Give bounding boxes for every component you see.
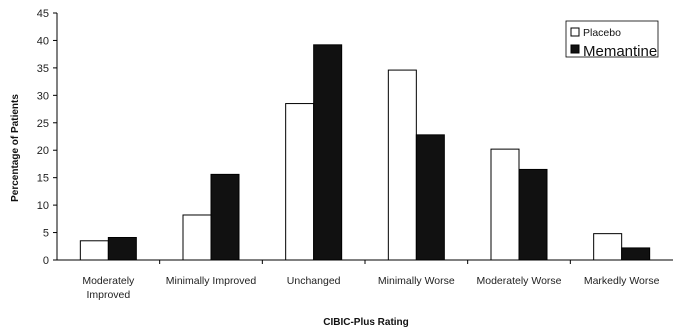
bar-placebo-4 [490, 148, 520, 261]
legend-label-memantine: Memantine [583, 43, 657, 60]
x-axis-tick-labels: Moderately Improved Minimally Improved Unch… [82, 260, 660, 301]
y-axis-ticks: 0 5 10 15 20 25 30 35 40 45 [37, 8, 57, 267]
legend-swatch-memantine [570, 44, 580, 54]
bars [79, 44, 651, 261]
x-tick-label: Improved [86, 289, 130, 301]
bar-memantine-2 [313, 44, 343, 261]
y-tick-label: 25 [37, 118, 49, 130]
y-axis-title: Percentage of Patients [10, 94, 21, 202]
legend-label-placebo: Placebo [583, 27, 621, 39]
bar-memantine-5 [621, 247, 651, 261]
x-tick-label: Minimally Worse [378, 275, 455, 287]
x-axis-title: CIBIC-Plus Rating [323, 317, 409, 328]
y-tick-label: 45 [37, 8, 49, 20]
y-tick-label: 5 [43, 228, 49, 240]
legend-swatch-placebo [570, 27, 580, 37]
bar-memantine-0 [107, 236, 137, 261]
y-tick-label: 30 [37, 90, 49, 102]
x-tick-label: Moderately Worse [476, 275, 561, 287]
bar-placebo-0 [79, 240, 109, 261]
y-tick-label: 35 [37, 63, 49, 75]
bar-placebo-3 [387, 69, 417, 261]
x-tick-label: Unchanged [287, 275, 341, 287]
y-tick-label: 0 [43, 255, 49, 267]
bar-memantine-1 [210, 173, 240, 261]
bar-placebo-1 [182, 214, 212, 261]
bar-placebo-2 [285, 103, 315, 261]
x-tick-label: Markedly Worse [584, 275, 660, 287]
y-tick-label: 40 [37, 35, 49, 47]
y-tick-label: 15 [37, 173, 49, 185]
x-tick-label: Minimally Improved [166, 275, 257, 287]
legend-box [565, 20, 659, 58]
bar-placebo-5 [593, 233, 623, 261]
y-tick-label: 10 [37, 200, 49, 212]
bar-memantine-3 [415, 134, 445, 261]
y-tick-label: 20 [37, 145, 49, 157]
bar-memantine-4 [518, 168, 548, 261]
x-tick-label: Moderately [82, 275, 135, 287]
legend: Placebo Memantine [565, 20, 659, 60]
